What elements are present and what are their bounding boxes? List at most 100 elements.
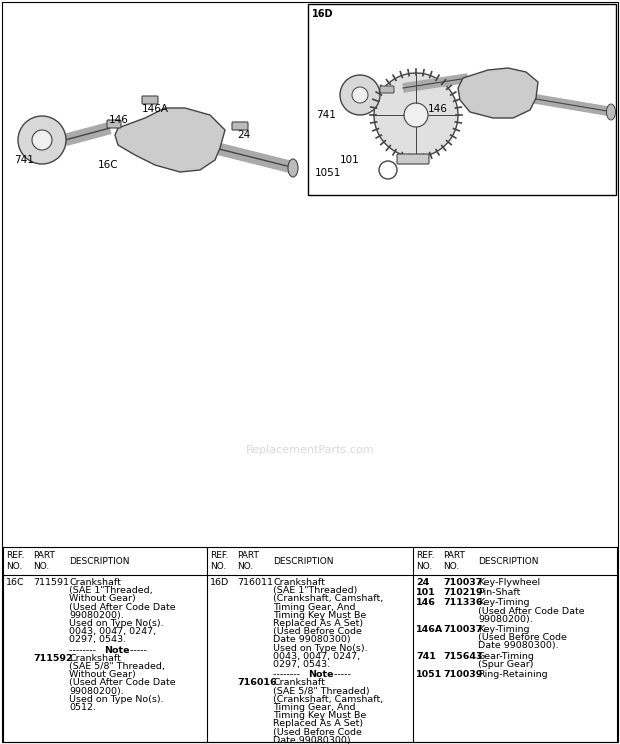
Text: 146A: 146A	[142, 104, 169, 114]
Text: Used on Type No(s).: Used on Type No(s).	[273, 644, 368, 652]
Text: 715643: 715643	[443, 652, 482, 661]
Text: (Used After Code Date: (Used After Code Date	[69, 679, 175, 687]
Text: (Used Before Code: (Used Before Code	[273, 728, 362, 737]
Text: 99080200).: 99080200).	[478, 615, 533, 623]
Text: Date 99080300).: Date 99080300).	[478, 641, 559, 650]
Text: 99080200).: 99080200).	[69, 687, 124, 696]
Text: Without Gear): Without Gear)	[69, 670, 136, 679]
Circle shape	[374, 73, 458, 157]
Text: (SAE 1"Threaded): (SAE 1"Threaded)	[273, 586, 357, 595]
Text: 16D: 16D	[210, 578, 229, 587]
Text: 101: 101	[416, 589, 436, 597]
Text: 710219: 710219	[443, 589, 482, 597]
Text: 16C: 16C	[98, 160, 118, 170]
Text: Timing Gear, And: Timing Gear, And	[273, 603, 355, 612]
Polygon shape	[458, 68, 538, 118]
Text: 716016: 716016	[237, 679, 277, 687]
Text: Crankshaft: Crankshaft	[273, 679, 325, 687]
Text: PART
NO.: PART NO.	[443, 551, 465, 571]
Circle shape	[32, 130, 52, 150]
Text: 710039: 710039	[443, 670, 482, 679]
Text: 741: 741	[416, 652, 436, 661]
Text: 0512.: 0512.	[69, 703, 96, 712]
FancyBboxPatch shape	[380, 86, 394, 93]
Text: 99080200).: 99080200).	[69, 611, 124, 620]
Text: 16D: 16D	[312, 9, 334, 19]
FancyBboxPatch shape	[142, 96, 158, 104]
Text: Crankshaft: Crankshaft	[69, 654, 121, 663]
Text: -----: -----	[127, 646, 147, 655]
Text: --------: --------	[69, 646, 99, 655]
Text: --------: --------	[273, 670, 303, 679]
FancyBboxPatch shape	[232, 122, 248, 130]
FancyBboxPatch shape	[397, 154, 429, 164]
Text: Timing Key Must Be: Timing Key Must Be	[273, 711, 366, 720]
Text: 0297, 0543.: 0297, 0543.	[69, 635, 126, 644]
Text: 710037: 710037	[443, 625, 482, 634]
Text: 711591: 711591	[33, 578, 69, 587]
Text: DESCRIPTION: DESCRIPTION	[273, 557, 334, 565]
Text: (Used After Code Date: (Used After Code Date	[69, 603, 175, 612]
Text: Key-Timing: Key-Timing	[478, 598, 529, 607]
Text: 711336: 711336	[443, 598, 482, 607]
Text: Gear-Timing: Gear-Timing	[478, 652, 535, 661]
Text: -----: -----	[331, 670, 351, 679]
Text: (Crankshaft, Camshaft,: (Crankshaft, Camshaft,	[273, 695, 383, 704]
Text: 0043, 0047, 0247,: 0043, 0047, 0247,	[69, 627, 156, 636]
Text: Used on Type No(s).: Used on Type No(s).	[69, 695, 164, 704]
Text: DESCRIPTION: DESCRIPTION	[478, 557, 539, 565]
Text: Crankshaft: Crankshaft	[273, 578, 325, 587]
Text: Note: Note	[104, 646, 130, 655]
Text: (Used After Code Date: (Used After Code Date	[478, 606, 585, 615]
Text: 24: 24	[416, 578, 429, 587]
Text: (SAE 1"Threaded,: (SAE 1"Threaded,	[69, 586, 153, 595]
Text: Replaced As A Set): Replaced As A Set)	[273, 619, 363, 628]
Text: 24: 24	[237, 130, 250, 140]
Ellipse shape	[288, 159, 298, 177]
Text: Timing Key Must Be: Timing Key Must Be	[273, 611, 366, 620]
Text: 1051: 1051	[315, 168, 342, 178]
Bar	[308, 4, 616, 195]
Circle shape	[404, 103, 428, 127]
Text: Date 99080300): Date 99080300)	[273, 736, 351, 744]
Text: Pin-Shaft: Pin-Shaft	[478, 589, 520, 597]
Text: 716011: 716011	[237, 578, 273, 587]
Text: Ring-Retaining: Ring-Retaining	[478, 670, 547, 679]
Text: (Spur Gear): (Spur Gear)	[478, 660, 533, 669]
Text: Timing Gear, And: Timing Gear, And	[273, 703, 355, 712]
Circle shape	[18, 116, 66, 164]
Text: REF.
NO.: REF. NO.	[416, 551, 435, 571]
Text: (Used Before Code: (Used Before Code	[478, 633, 567, 642]
Text: ReplacementParts.com: ReplacementParts.com	[246, 445, 374, 455]
Text: (SAE 5/8" Threaded): (SAE 5/8" Threaded)	[273, 687, 370, 696]
Text: 0297, 0543.: 0297, 0543.	[273, 660, 330, 669]
Text: (Crankshaft, Camshaft,: (Crankshaft, Camshaft,	[273, 594, 383, 603]
Text: Key-Timing: Key-Timing	[478, 625, 529, 634]
Text: 101: 101	[340, 155, 360, 165]
Text: 16C: 16C	[6, 578, 25, 587]
Text: 741: 741	[316, 110, 336, 120]
Text: Replaced As A Set): Replaced As A Set)	[273, 719, 363, 728]
Text: DESCRIPTION: DESCRIPTION	[69, 557, 130, 565]
Text: Used on Type No(s).: Used on Type No(s).	[69, 619, 164, 628]
Text: PART
NO.: PART NO.	[237, 551, 259, 571]
Text: 146: 146	[109, 115, 129, 125]
Text: 146A: 146A	[416, 625, 443, 634]
Text: 741: 741	[14, 155, 34, 165]
Text: Key-Flywheel: Key-Flywheel	[478, 578, 540, 587]
FancyBboxPatch shape	[107, 120, 121, 128]
Text: Without Gear): Without Gear)	[69, 594, 136, 603]
Text: Note: Note	[308, 670, 334, 679]
Text: (SAE 5/8" Threaded,: (SAE 5/8" Threaded,	[69, 662, 165, 671]
Text: 710037: 710037	[443, 578, 482, 587]
Text: PART
NO.: PART NO.	[33, 551, 55, 571]
Text: Date 99080300): Date 99080300)	[273, 635, 351, 644]
Text: Crankshaft: Crankshaft	[69, 578, 121, 587]
Polygon shape	[115, 108, 225, 172]
Text: (Used Before Code: (Used Before Code	[273, 627, 362, 636]
Circle shape	[352, 87, 368, 103]
Circle shape	[340, 75, 380, 115]
Text: REF.
NO.: REF. NO.	[6, 551, 24, 571]
Text: 0043, 0047, 0247,: 0043, 0047, 0247,	[273, 652, 360, 661]
Text: 146: 146	[416, 598, 436, 607]
